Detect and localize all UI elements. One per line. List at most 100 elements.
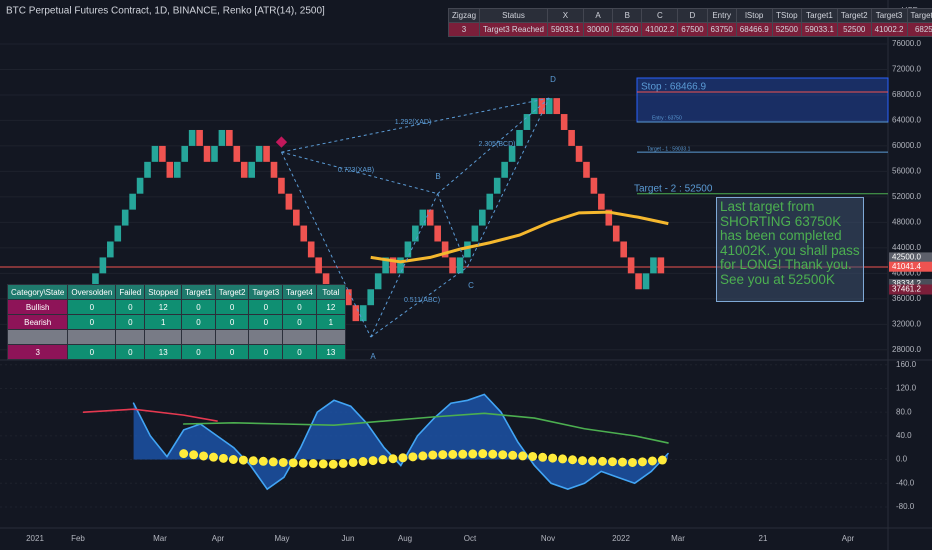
renko-brick xyxy=(240,161,248,178)
renko-brick xyxy=(382,257,389,274)
cell: 0 xyxy=(181,344,216,360)
renko-brick xyxy=(434,225,441,242)
cell: Bearish xyxy=(6,314,69,330)
header-cell: Target4 xyxy=(282,284,317,300)
renko-brick xyxy=(426,209,434,226)
header-cell: Stopped xyxy=(144,284,183,300)
cell: 12 xyxy=(144,299,183,315)
renko-brick xyxy=(389,257,397,274)
cell: 3 xyxy=(6,344,69,360)
empty-cell xyxy=(181,329,216,345)
renko-brick xyxy=(598,193,605,210)
oscillator-line xyxy=(82,408,218,422)
renko-brick xyxy=(218,129,226,146)
zigzag-table: Zigzag Status X A B C D Entry lStop TStop Target1 T… xyxy=(447,8,932,37)
cell: 0 xyxy=(214,344,250,360)
header-cell: Category\State xyxy=(6,284,69,300)
time-label: Feb xyxy=(71,534,85,543)
header-cell: A xyxy=(582,8,614,23)
renko-brick xyxy=(501,161,508,178)
renko-brick xyxy=(456,257,464,274)
cell: 3 xyxy=(447,22,481,37)
pattern-point-label: C xyxy=(468,281,474,290)
renko-brick xyxy=(590,177,598,194)
time-label: Apr xyxy=(212,534,225,543)
zigzag-line xyxy=(280,151,372,338)
header-cell: Target1 xyxy=(800,8,838,23)
cell: 0 xyxy=(115,314,146,330)
pattern-point-label: B xyxy=(435,172,440,181)
renko-brick xyxy=(531,98,538,115)
renko-brick xyxy=(159,145,166,162)
header-cell: Target2 xyxy=(214,284,250,300)
renko-brick xyxy=(345,289,352,306)
y-tick-label: -80.0 xyxy=(896,502,915,511)
data-row: 3 Target3 Reached 59033.1 30000 52500 41002.2… xyxy=(447,22,932,37)
zigzag-line xyxy=(437,97,550,195)
renko-brick xyxy=(657,257,665,274)
renko-brick xyxy=(568,129,575,146)
cell: 0 xyxy=(248,314,284,330)
cell: 0 xyxy=(282,344,317,360)
renko-brick xyxy=(635,273,642,290)
zigzag-line xyxy=(437,193,468,268)
renko-brick xyxy=(196,129,203,146)
ratio-label: 0.723(XAB) xyxy=(338,167,374,174)
time-label: May xyxy=(274,534,289,543)
cell: 59033.1 xyxy=(800,22,838,37)
renko-brick xyxy=(471,225,479,242)
y-tick-label: 64000.0 xyxy=(892,116,921,125)
cell: 6825 xyxy=(906,22,932,37)
cell: 0 xyxy=(67,314,117,330)
empty-cell xyxy=(282,329,317,345)
empty-cell xyxy=(214,329,250,345)
time-label: Aug xyxy=(398,534,412,543)
zigzag-line xyxy=(466,97,550,268)
renko-brick xyxy=(627,257,635,274)
cell: 30000 xyxy=(582,22,614,37)
empty-cell xyxy=(248,329,284,345)
renko-brick xyxy=(352,305,360,322)
zigzag-line xyxy=(370,266,468,338)
price-label: 42500.0 xyxy=(892,253,921,262)
renko-brick xyxy=(300,225,308,242)
oscillator-line xyxy=(179,449,673,469)
renko-brick xyxy=(560,114,568,130)
y-tick-label: 32000.0 xyxy=(892,319,921,328)
renko-brick xyxy=(523,114,531,130)
renko-brick xyxy=(479,209,486,226)
header-row: Category\State Oversolden Failed Stopped Tar… xyxy=(6,284,346,300)
header-cell: C xyxy=(641,8,679,23)
renko-brick xyxy=(166,161,174,178)
y-tick-label: 52000.0 xyxy=(892,192,921,201)
cell: 41002.2 xyxy=(641,22,679,37)
cell: 0 xyxy=(214,314,250,330)
renko-brick xyxy=(538,98,546,115)
zigzag-line xyxy=(281,151,438,195)
y-tick-label: 60000.0 xyxy=(892,141,921,150)
time-label: 2022 xyxy=(612,534,630,543)
cell: 0 xyxy=(181,314,216,330)
ratio-label: 2.305(BCD) xyxy=(479,141,516,148)
cell: 13 xyxy=(315,344,346,360)
time-label: Oct xyxy=(464,534,477,543)
data-row: Bearish 0 0 1 0 0 0 0 1 xyxy=(6,314,346,330)
time-label: Apr xyxy=(842,534,855,543)
renko-brick xyxy=(650,257,657,274)
renko-brick xyxy=(612,225,620,242)
renko-brick xyxy=(248,161,255,178)
data-row: Bullish 0 0 12 0 0 0 0 12 xyxy=(6,299,346,315)
renko-brick xyxy=(419,209,427,226)
stats-table: Category\State Oversolden Failed Stopped Tar… xyxy=(6,284,346,360)
renko-brick xyxy=(486,193,494,210)
renko-brick xyxy=(114,225,122,242)
data-row: 3 0 0 13 0 0 0 0 13 xyxy=(6,344,346,360)
spacer-row xyxy=(6,329,346,345)
renko-brick xyxy=(642,273,650,290)
renko-brick xyxy=(188,129,196,146)
renko-brick xyxy=(397,257,404,274)
renko-brick xyxy=(508,145,516,162)
time-label: 21 xyxy=(759,534,768,543)
cell: Bullish xyxy=(6,299,69,315)
ratio-label: 1.292(XAD) xyxy=(395,119,432,126)
